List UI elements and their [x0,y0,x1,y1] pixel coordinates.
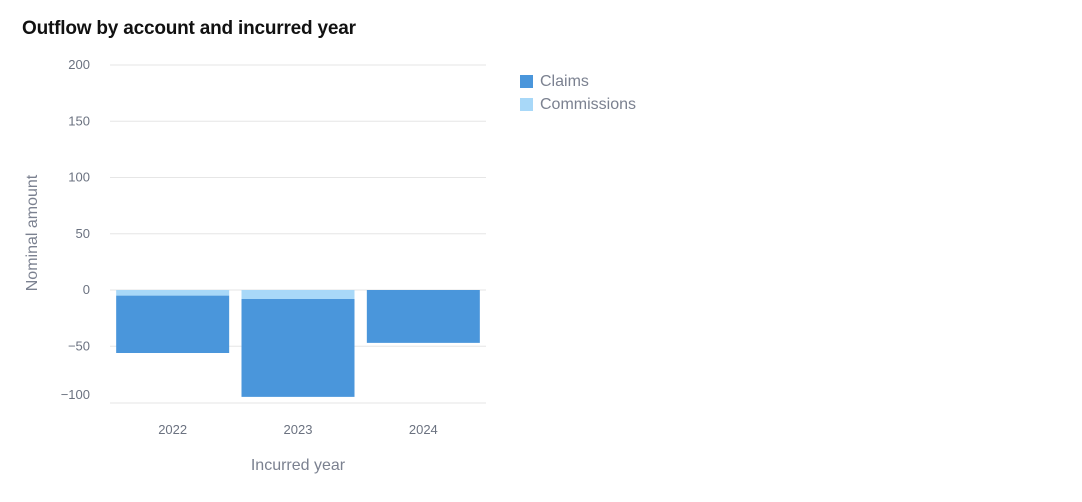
y-axis-ticks: 200 150 100 50 0 −50 −100 [61,57,90,402]
bar-claims-2024[interactable] [366,290,480,343]
x-tick-label: 2022 [158,422,187,437]
bar-commissions-2023[interactable] [241,290,355,299]
y-tick-label: 100 [68,170,90,185]
y-tick-label: −100 [61,387,90,402]
x-axis-title: Incurred year [251,457,346,474]
y-tick-label: 150 [68,113,90,128]
x-tick-label: 2024 [409,422,438,437]
y-tick-label: 200 [68,57,90,72]
y-axis-title: Nominal amount [24,174,41,291]
x-axis-ticks: 2022 2023 2024 [158,422,438,437]
bar-claims-2023[interactable] [241,299,355,397]
legend-swatch-commissions [520,98,533,111]
legend-swatch-claims [520,75,533,88]
legend-item-commissions[interactable]: Commissions [520,93,636,116]
chart-title: Outflow by account and incurred year [22,18,356,39]
y-tick-label: 0 [83,282,90,297]
y-tick-label: −50 [68,338,90,353]
bar-claims-2022[interactable] [116,295,230,353]
x-tick-label: 2023 [284,422,313,437]
y-tick-label: 50 [76,226,90,241]
bar-series [116,290,480,397]
legend-item-claims[interactable]: Claims [520,70,636,93]
legend-label-commissions: Commissions [540,95,637,113]
bar-commissions-2022[interactable] [116,290,230,296]
legend-label-claims: Claims [540,72,589,90]
legend: Claims Commissions [520,70,636,116]
